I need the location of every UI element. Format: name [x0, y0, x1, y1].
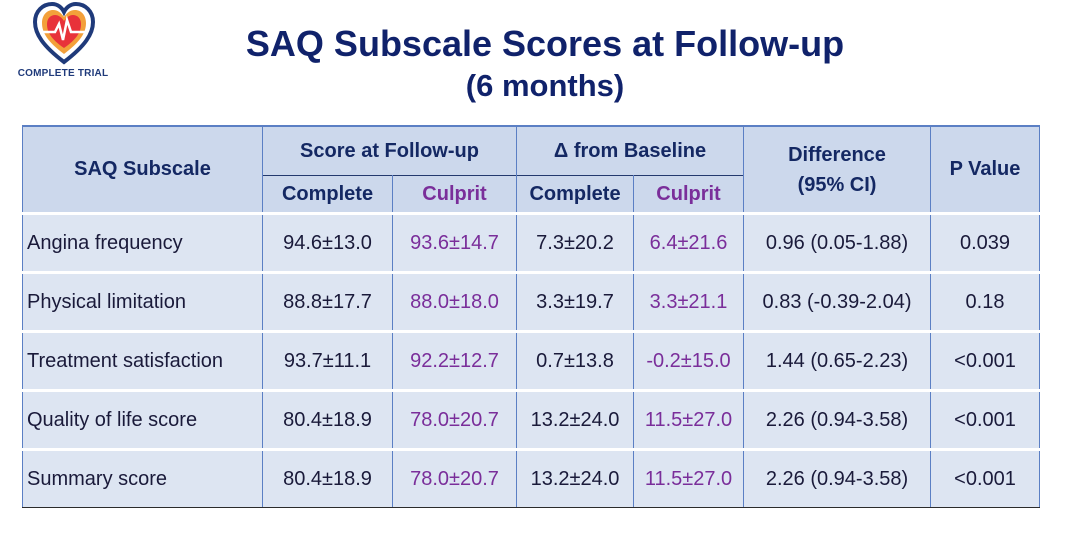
header-delta-group: Δ from Baseline: [515, 126, 745, 176]
cell-difference: 2.26 (0.94-3.58): [743, 389, 932, 450]
cell-delta-culprit: 6.4±21.6: [632, 212, 745, 273]
table-row: Quality of life score 80.4±18.9 78.0±20.…: [22, 389, 1041, 450]
cell-delta-complete: 0.7±13.8: [516, 330, 634, 391]
header-p-value: P Value: [930, 126, 1041, 214]
cell-difference: 0.83 (-0.39-2.04): [743, 271, 932, 332]
cell-p-value: <0.001: [930, 448, 1041, 508]
header-score-culprit: Culprit: [392, 175, 517, 214]
cell-delta-culprit: 3.3±21.1: [632, 271, 745, 332]
cell-delta-complete: 7.3±20.2: [516, 212, 634, 273]
cell-p-value: <0.001: [930, 389, 1041, 450]
cell-delta-culprit: 11.5±27.0: [632, 389, 745, 450]
page-subtitle: (6 months): [465, 68, 625, 103]
logo-text: COMPLETE TRIAL: [17, 68, 109, 79]
cell-score-culprit: 78.0±20.7: [392, 389, 517, 450]
heart-logo-icon: [33, 2, 95, 65]
header-score-group: Score at Follow-up: [262, 126, 517, 176]
header-subscale: SAQ Subscale: [22, 126, 263, 214]
cell-score-complete: 88.8±17.7: [262, 271, 393, 332]
cell-delta-complete: 3.3±19.7: [516, 271, 634, 332]
cell-p-value: <0.001: [930, 330, 1041, 391]
cell-subscale: Quality of life score: [22, 389, 263, 450]
cell-delta-culprit: 11.5±27.0: [632, 448, 745, 508]
cell-delta-complete: 13.2±24.0: [516, 448, 634, 508]
cell-subscale: Angina frequency: [22, 212, 263, 273]
header-delta-culprit: Culprit: [632, 175, 745, 214]
cell-subscale: Physical limitation: [22, 271, 263, 332]
cell-score-culprit: 92.2±12.7: [392, 330, 517, 391]
cell-score-culprit: 93.6±14.7: [392, 212, 517, 273]
table-row: Angina frequency 94.6±13.0 93.6±14.7 7.3…: [22, 212, 1041, 273]
table-row: Physical limitation 88.8±17.7 88.0±18.0 …: [22, 271, 1041, 332]
cell-score-complete: 80.4±18.9: [262, 389, 393, 450]
trial-logo: COMPLETE TRIAL: [8, 2, 118, 82]
header-score-complete: Complete: [262, 175, 393, 214]
cell-difference: 0.96 (0.05-1.88): [743, 212, 932, 273]
cell-difference: 1.44 (0.65-2.23): [743, 330, 932, 391]
cell-subscale: Summary score: [22, 448, 263, 508]
cell-delta-culprit: -0.2±15.0: [632, 330, 745, 391]
header-delta-complete: Complete: [516, 175, 634, 214]
header-difference-label: Difference (95% CI): [788, 143, 886, 196]
table-body: Angina frequency 94.6±13.0 93.6±14.7 7.3…: [22, 212, 1041, 508]
cell-p-value: 0.039: [930, 212, 1041, 273]
cell-delta-complete: 13.2±24.0: [516, 389, 634, 450]
cell-subscale: Treatment satisfaction: [22, 330, 263, 391]
table-header: SAQ Subscale Score at Follow-up Δ from B…: [22, 126, 1041, 214]
table-row: Summary score 80.4±18.9 78.0±20.7 13.2±2…: [22, 448, 1041, 508]
cell-p-value: 0.18: [930, 271, 1041, 332]
cell-score-culprit: 88.0±18.0: [392, 271, 517, 332]
cell-score-culprit: 78.0±20.7: [392, 448, 517, 508]
table-row: Treatment satisfaction 93.7±11.1 92.2±12…: [22, 330, 1041, 391]
page-title: SAQ Subscale Scores at Follow-up: [245, 23, 845, 64]
cell-score-complete: 80.4±18.9: [262, 448, 393, 508]
header-difference: Difference (95% CI): [743, 126, 932, 214]
saq-table: SAQ Subscale Score at Follow-up Δ from B…: [22, 125, 1041, 508]
cell-score-complete: 94.6±13.0: [262, 212, 393, 273]
cell-score-complete: 93.7±11.1: [262, 330, 393, 391]
cell-difference: 2.26 (0.94-3.58): [743, 448, 932, 508]
